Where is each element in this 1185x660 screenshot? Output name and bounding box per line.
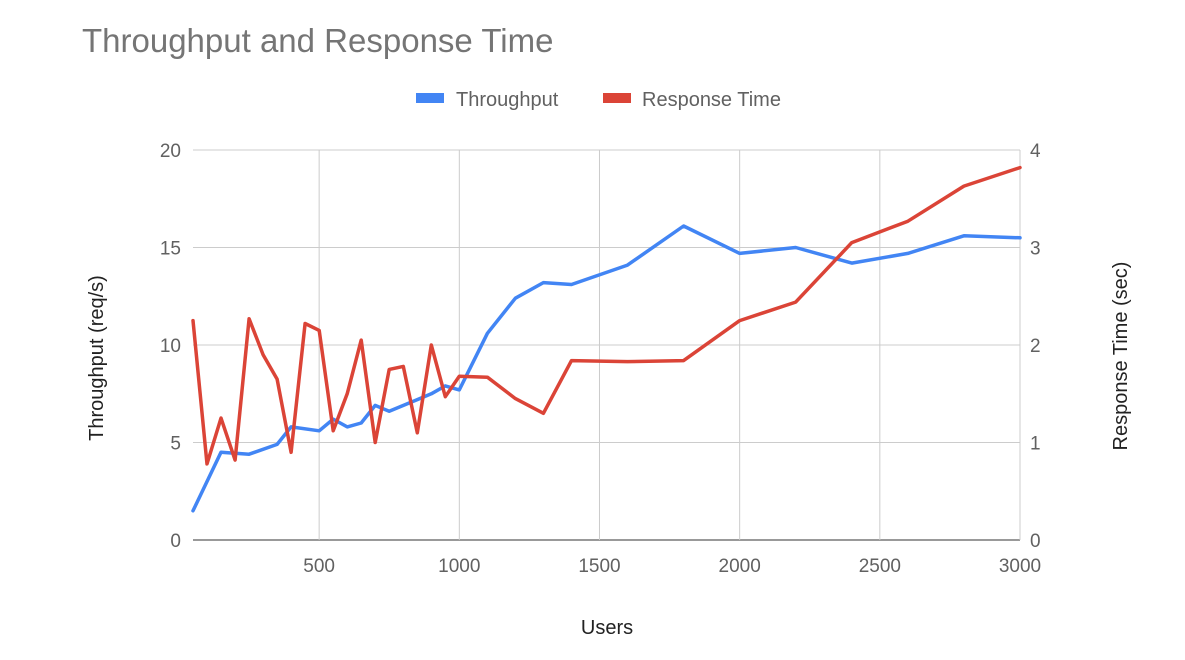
y-right-tick-label: 3 xyxy=(1030,239,1041,260)
y-right-tick-label: 1 xyxy=(1030,434,1041,455)
y-left-tick-label: 0 xyxy=(170,531,181,552)
legend-label-response-time: Response Time xyxy=(642,89,781,111)
series-line-throughput xyxy=(191,224,1022,513)
chart-title: Throughput and Response Time xyxy=(82,22,553,59)
y-axis-right-title: Response Time (sec) xyxy=(1110,262,1132,451)
x-tick-label: 2500 xyxy=(859,556,901,577)
series-lines xyxy=(191,165,1022,513)
x-tick-label: 1000 xyxy=(438,556,480,577)
x-tick-label: 3000 xyxy=(999,556,1041,577)
gridlines xyxy=(193,149,1021,541)
x-tick-label: 500 xyxy=(303,556,335,577)
legend: Throughput Response Time xyxy=(416,89,781,111)
y-left-tick-label: 15 xyxy=(160,239,181,260)
y-left-tick-label: 10 xyxy=(160,336,181,357)
y-right-tick-label: 2 xyxy=(1030,336,1041,357)
tick-labels: 0 5 10 15 20 0 1 2 3 4 500 1000 1500 2000 2500 3000 xyxy=(160,141,1041,577)
y-left-tick-label: 5 xyxy=(170,434,181,455)
x-tick-label: 2000 xyxy=(719,556,761,577)
legend-label-throughput: Throughput xyxy=(456,89,559,111)
y-axis-left-title: Throughput (req/s) xyxy=(86,275,108,441)
x-tick-label: 1500 xyxy=(578,556,620,577)
legend-swatch-response-time xyxy=(603,93,631,103)
y-right-tick-label: 4 xyxy=(1030,141,1041,162)
series-line-response-time xyxy=(191,165,1022,466)
x-axis-title: Users xyxy=(581,617,633,639)
y-left-tick-label: 20 xyxy=(160,141,181,162)
y-right-tick-label: 0 xyxy=(1030,531,1041,552)
legend-swatch-throughput xyxy=(416,93,444,103)
